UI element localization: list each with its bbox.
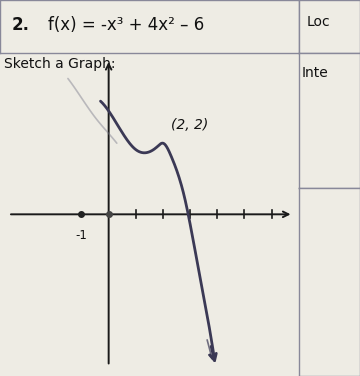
Text: f(x) = -x³ + 4x² – 6: f(x) = -x³ + 4x² – 6 bbox=[48, 16, 204, 34]
Text: -1: -1 bbox=[76, 229, 87, 242]
Text: 2.: 2. bbox=[12, 16, 30, 34]
Text: Sketch a Graph:: Sketch a Graph: bbox=[4, 58, 116, 71]
Text: (2, 2): (2, 2) bbox=[171, 118, 208, 132]
Text: Inte: Inte bbox=[302, 66, 329, 80]
Text: Loc: Loc bbox=[306, 15, 330, 29]
